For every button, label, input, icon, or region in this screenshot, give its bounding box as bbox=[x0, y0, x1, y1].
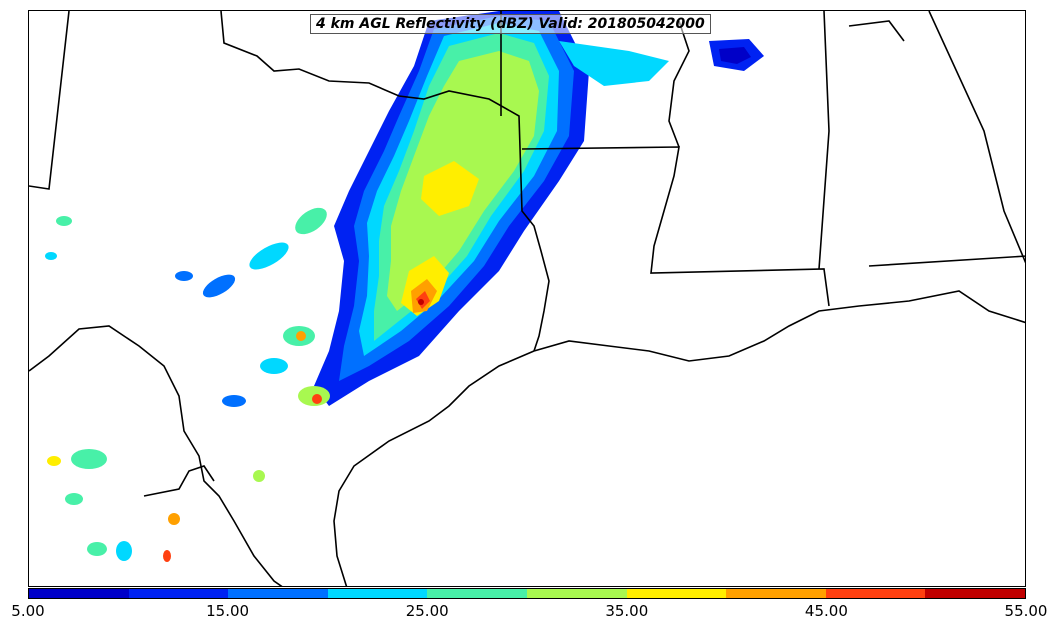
reflectivity-map bbox=[29, 11, 1025, 586]
colorbar-tick-label: 45.00 bbox=[804, 602, 848, 620]
map-title: 4 km AGL Reflectivity (dBZ) Valid: 20180… bbox=[310, 14, 711, 34]
colorbar-tick-label: 5.00 bbox=[11, 602, 45, 620]
colorbar-segment bbox=[228, 589, 328, 598]
colorbar bbox=[28, 588, 1026, 599]
colorbar-segment bbox=[925, 589, 1025, 598]
isolated-cells bbox=[45, 207, 330, 562]
colorbar-segment bbox=[327, 589, 428, 598]
colorbar-segment bbox=[29, 589, 129, 598]
colorbar-tick-label: 35.00 bbox=[605, 602, 649, 620]
colorbar-tick-label: 55.00 bbox=[1004, 602, 1048, 620]
colorbar-segment bbox=[526, 589, 627, 598]
colorbar-segment bbox=[626, 589, 727, 598]
boundaries bbox=[29, 11, 1025, 586]
colorbar-tick-label: 15.00 bbox=[206, 602, 250, 620]
map-panel bbox=[28, 10, 1026, 587]
reflectivity-echoes bbox=[314, 11, 764, 406]
colorbar-segment bbox=[427, 589, 527, 598]
colorbar-segment bbox=[825, 589, 926, 598]
colorbar-tick-label: 25.00 bbox=[405, 602, 449, 620]
colorbar-segment bbox=[726, 589, 826, 598]
colorbar-segment bbox=[128, 589, 229, 598]
